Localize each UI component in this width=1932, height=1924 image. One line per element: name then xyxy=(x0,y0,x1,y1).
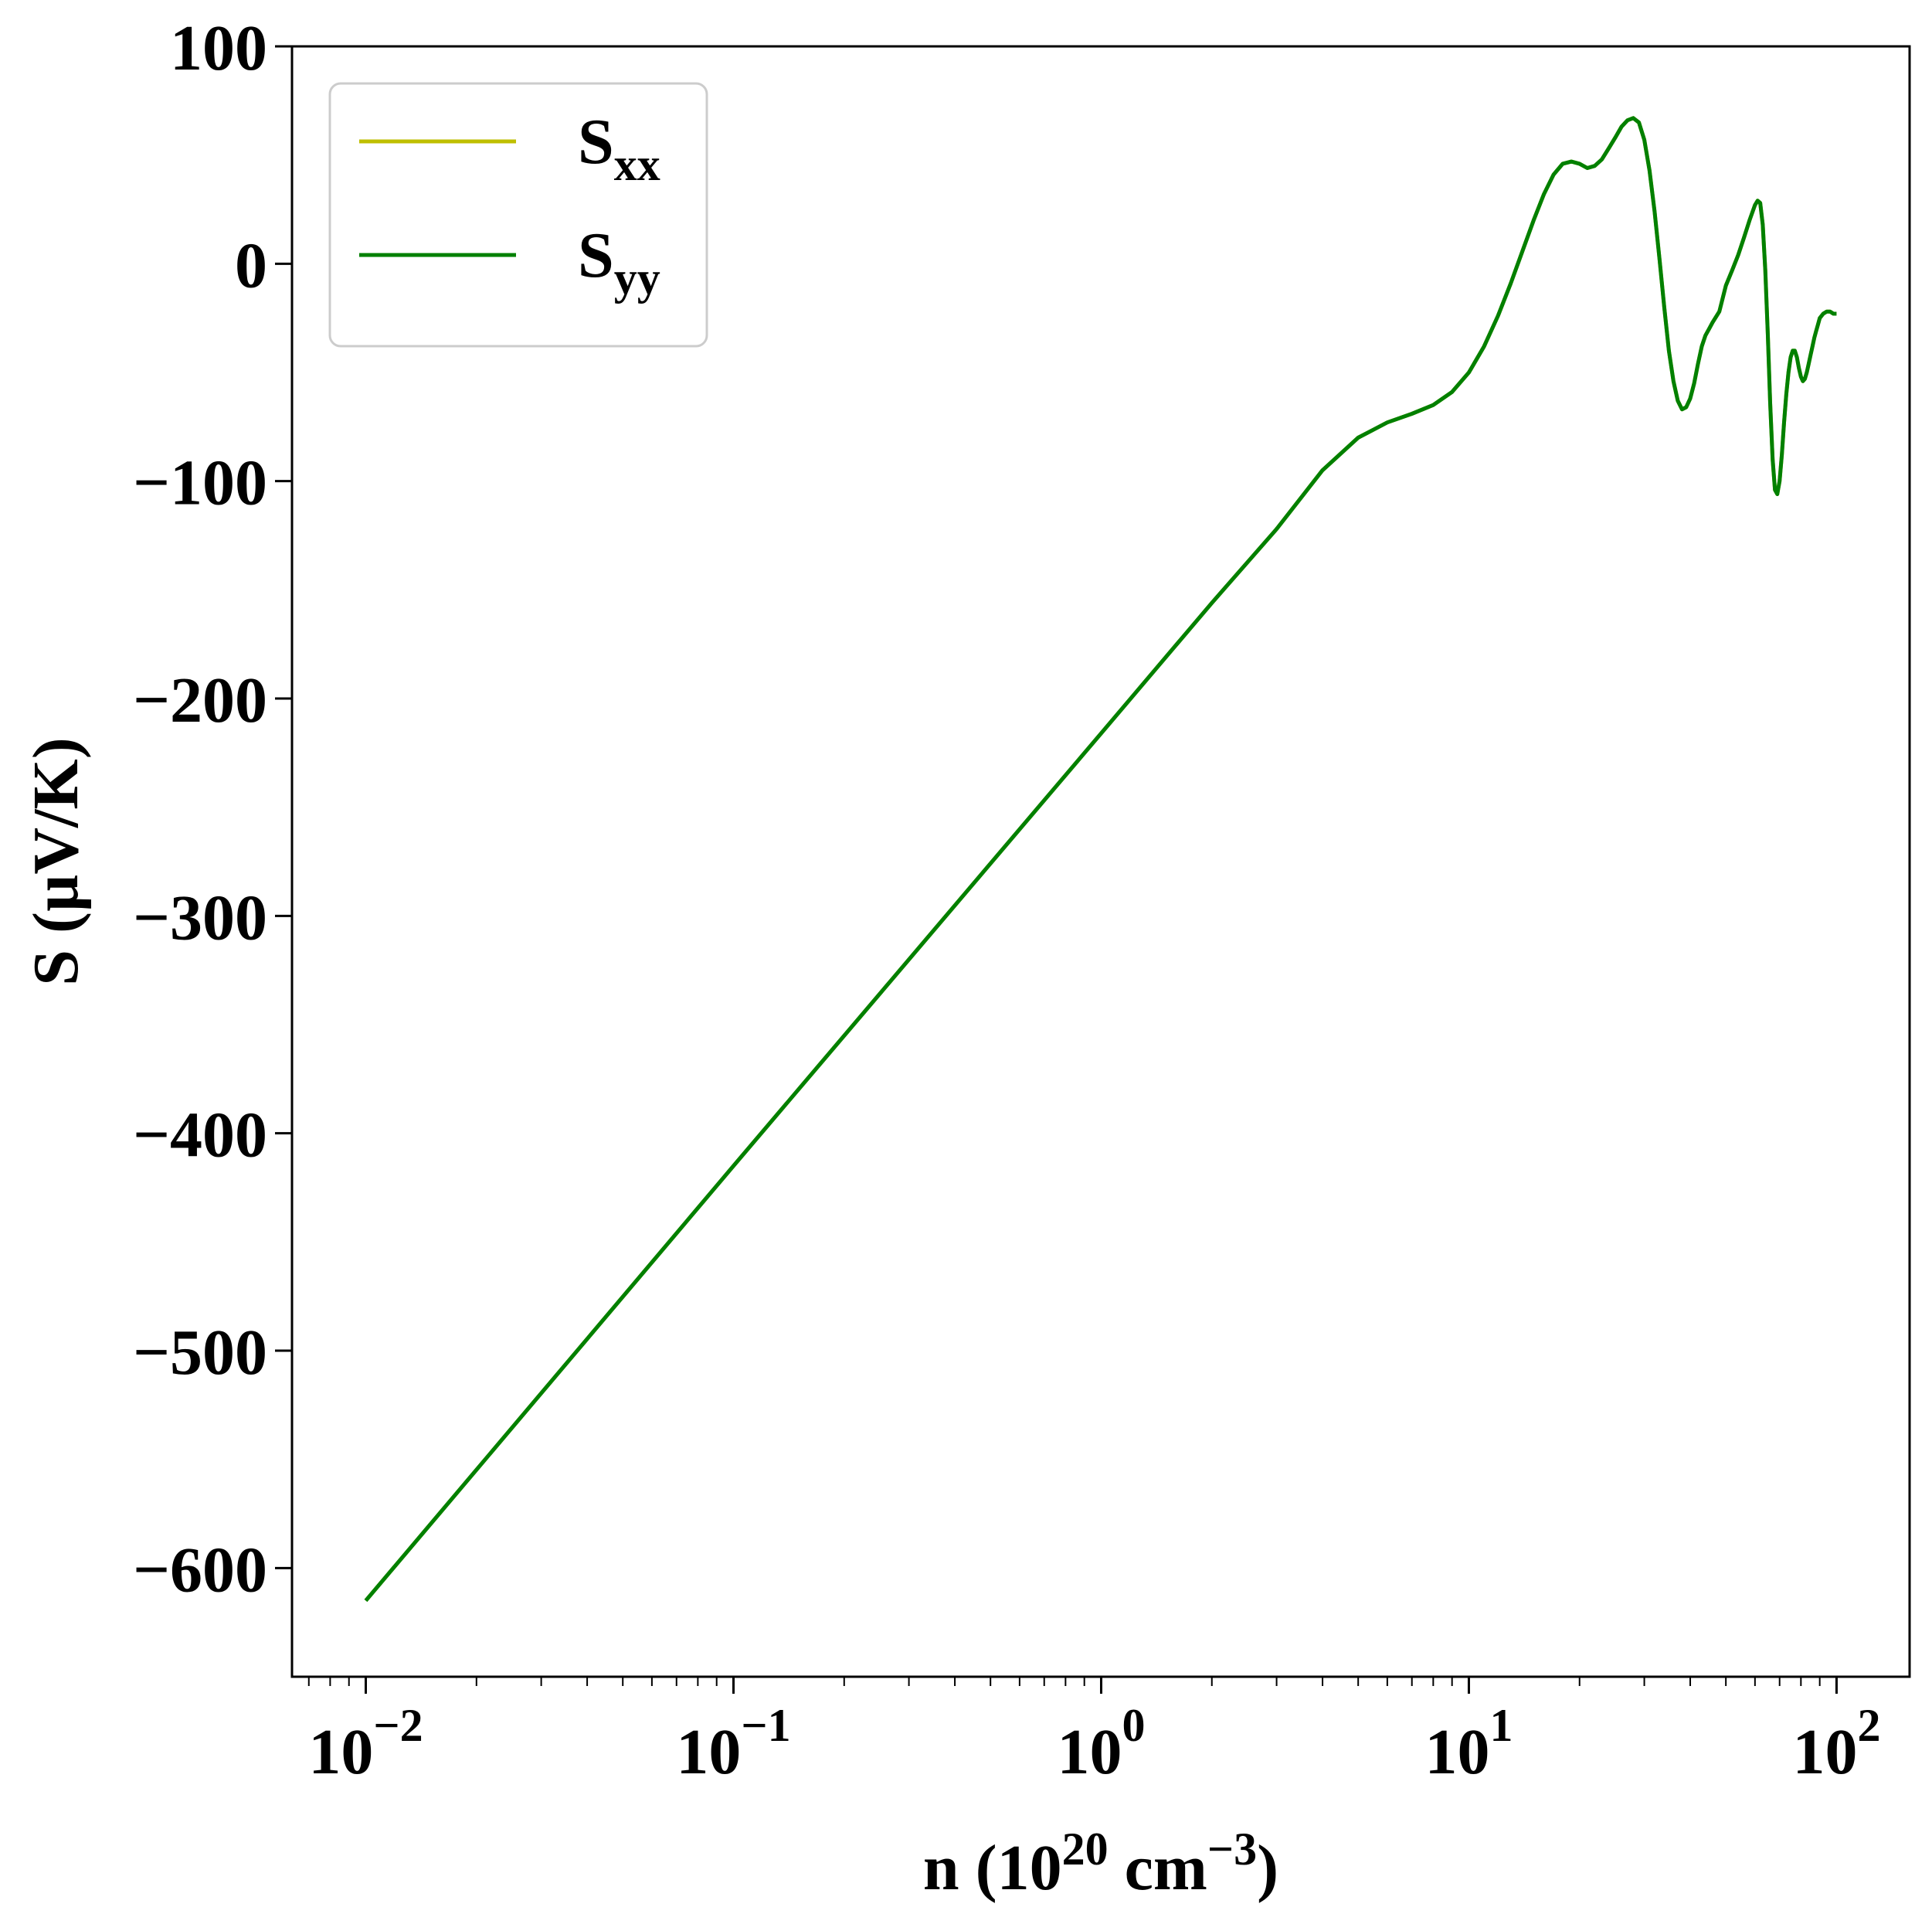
legend-label-sxx-sub: xx xyxy=(614,139,660,190)
x-axis-label-mid: cm xyxy=(1109,1832,1207,1904)
x-axis-label-exp2: −3 xyxy=(1207,1824,1257,1875)
y-axis: 100 0 −100 −200 −300 −400 −500 −600 xyxy=(133,12,292,1606)
x-tick-label: 102 xyxy=(1792,1700,1880,1788)
y-tick-label: −200 xyxy=(133,665,267,736)
series-layer xyxy=(364,116,1837,1603)
legend: Sxx Syy xyxy=(328,82,708,348)
x-axis-label-post: ) xyxy=(1257,1832,1278,1904)
y-tick-label: −600 xyxy=(133,1534,267,1606)
legend-label-sxx: Sxx xyxy=(578,106,660,190)
y-axis-label: S (µV/K) xyxy=(20,737,92,985)
x-tick-label: 10−2 xyxy=(308,1700,423,1788)
y-tick-label: 0 xyxy=(235,229,267,301)
y-tick-label: −100 xyxy=(133,447,267,519)
x-tick-label: 10−1 xyxy=(676,1700,790,1788)
x-axis-label: n (1020 cm−3) xyxy=(923,1824,1278,1904)
legend-label-syy-sub: yy xyxy=(614,253,660,304)
y-tick-label: 100 xyxy=(170,12,267,84)
x-tick-label: 100 xyxy=(1057,1700,1145,1788)
x-tick-label: 101 xyxy=(1424,1700,1513,1788)
legend-label-syy: Syy xyxy=(578,219,660,304)
x-axis-label-pre: n (10 xyxy=(923,1832,1062,1904)
y-tick-label: −500 xyxy=(133,1317,267,1389)
x-axis: 10−2 10−1 100 101 102 xyxy=(307,1677,1880,1788)
series-line-syy xyxy=(364,116,1837,1603)
legend-label-sxx-base: S xyxy=(578,106,614,178)
x-axis-label-exp1: 20 xyxy=(1062,1824,1109,1875)
y-tick-label: −300 xyxy=(133,882,267,954)
y-tick-label: −400 xyxy=(133,1100,267,1171)
legend-box xyxy=(328,82,708,348)
legend-label-syy-base: S xyxy=(578,219,614,291)
